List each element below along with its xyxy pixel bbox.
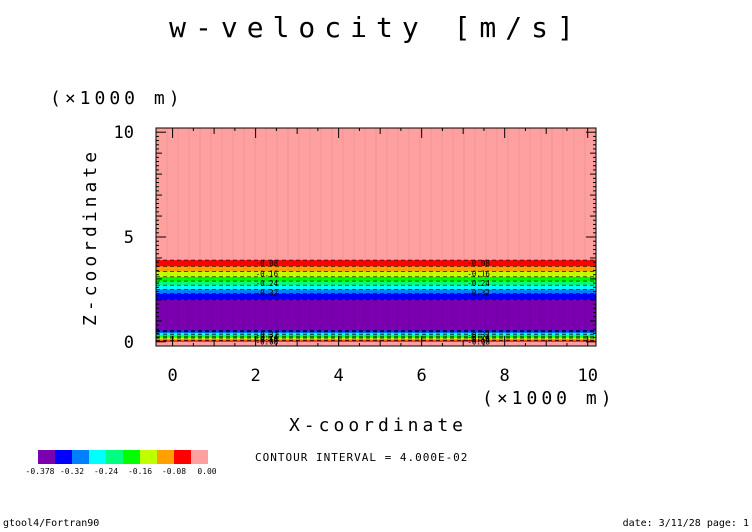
plot-bands (155, 128, 597, 346)
y-tick-label: 5 (124, 228, 134, 248)
band-1 (156, 340, 596, 342)
contour-label: -0.16 (467, 335, 490, 344)
colorbar-swatch (72, 450, 89, 464)
band-14 (156, 276, 596, 282)
y-tick-label: 10 (114, 123, 134, 143)
contour-interval-text: CONTOUR INTERVAL = 4.000E-02 (255, 451, 468, 464)
colorbar-label: 0.00 (197, 467, 216, 476)
band-18 (156, 128, 596, 261)
colorbar-label: -0.24 (94, 467, 118, 476)
band-9 (156, 299, 596, 331)
contour-label: -0.24 (467, 279, 490, 288)
colorbar-swatch (174, 450, 191, 464)
colorbar-swatch (191, 450, 208, 464)
band-5 (156, 334, 596, 337)
colorbar-labels: -0.378 -0.32 -0.24 -0.16 -0.08 0.00 (26, 467, 217, 476)
band-11 (156, 289, 596, 294)
colorbar-swatch (123, 450, 140, 464)
contour-label: -0.24 (256, 333, 279, 342)
band-17 (156, 260, 596, 267)
band-8 (156, 330, 596, 332)
x-tick-labels: 0 2 4 6 8 10 (167, 366, 597, 386)
band-4 (156, 336, 596, 338)
x-tick-label: 2 (250, 366, 260, 386)
colorbar-label: -0.16 (128, 467, 152, 476)
colorbar-swatch (89, 450, 106, 464)
colorbar-swatch (157, 450, 174, 464)
contour-label: -0.32 (467, 289, 490, 298)
band-15 (156, 271, 596, 277)
colorbar-swatch (140, 450, 157, 464)
y-tick-labels: 0 5 10 (114, 123, 134, 353)
x-tick-label: 0 (167, 366, 177, 386)
contour-label: -0.08 (256, 259, 279, 268)
chart-title: w-velocity [m/s] (169, 11, 583, 44)
y-tick-label: 0 (124, 333, 134, 353)
contour-label: -0.08 (467, 337, 490, 346)
colorbar-swatch (106, 450, 123, 464)
colorbar (38, 450, 208, 464)
band-16 (156, 266, 596, 272)
contour-label: -0.24 (467, 333, 490, 342)
colorbar-swatch (55, 450, 72, 464)
colorbar-swatch (38, 450, 55, 464)
contour-label: -0.24 (256, 279, 279, 288)
band-2 (156, 338, 596, 341)
footer-date: date: 3/11/28 page: 1 (623, 518, 749, 529)
band-3 (156, 337, 596, 339)
band-7 (156, 331, 596, 334)
y-axis-label: Z-coordinate (80, 148, 101, 326)
footer-program: gtool4/Fortran90 (3, 518, 99, 529)
contour-label: -0.08 (467, 259, 490, 268)
band-12 (156, 285, 596, 290)
x-tick-label: 8 (500, 366, 510, 386)
plot-frame (155, 127, 597, 347)
x-tick-label: 4 (334, 366, 344, 386)
contour-label: -0.16 (256, 335, 279, 344)
colorbar-label: -0.378 (26, 467, 55, 476)
band-13 (156, 281, 596, 286)
contour-label: -0.32 (467, 330, 490, 339)
band-10 (156, 293, 596, 300)
contour-lines (156, 259, 596, 341)
x-axis-label: X-coordinate (289, 415, 467, 436)
x-unit-label: (×1000 m) (482, 388, 616, 409)
contour-label: -0.16 (467, 270, 490, 279)
x-tick-label: 10 (577, 366, 597, 386)
band-0 (156, 341, 596, 346)
x-tick-label: 6 (417, 366, 427, 386)
contour-label: -0.08 (256, 337, 279, 346)
contour-label: -0.32 (256, 289, 279, 298)
colorbar-label: -0.32 (60, 467, 84, 476)
contour-label: -0.32 (256, 330, 279, 339)
contour-labels: -0.08-0.16-0.24-0.32-0.08-0.16-0.24-0.32… (256, 259, 491, 346)
contour-label: -0.16 (256, 270, 279, 279)
y-unit-label: (×1000 m) (50, 88, 184, 109)
band-6 (156, 333, 596, 335)
colorbar-label: -0.08 (162, 467, 186, 476)
